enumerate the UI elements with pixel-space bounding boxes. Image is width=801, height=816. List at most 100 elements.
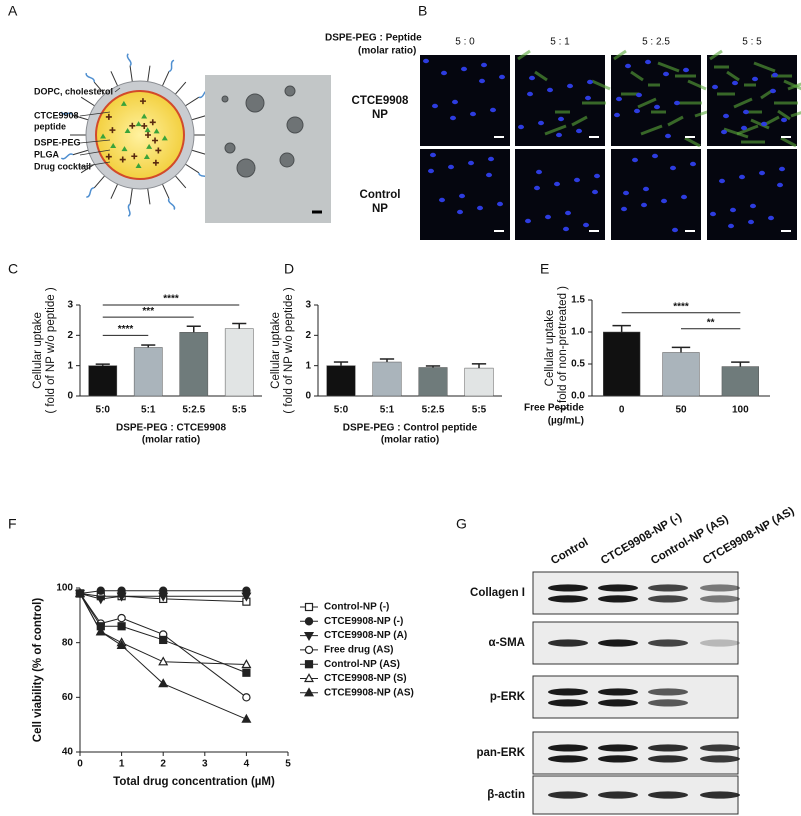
nucleus [565,210,571,216]
cell-stain [780,136,797,148]
nucleus [450,115,456,121]
error-bar [186,325,201,333]
cell-stain [753,61,776,73]
cell-stain [544,124,567,136]
leader-line [79,139,111,144]
drug-triangle [124,128,131,134]
blot-band [548,699,588,707]
diagram-label: Drug cocktail [34,161,91,171]
y-axis-label: Cellular uptake [544,310,556,387]
nucleus [632,157,638,163]
marker [117,622,126,631]
blot-band [700,744,740,752]
nucleus [486,172,492,178]
drug-cross [109,127,116,134]
x-tick-label: 1 [119,759,125,770]
panel-label: F [8,516,17,532]
bar [326,365,356,397]
marker [241,659,252,669]
nucleus [681,194,687,200]
nucleus [499,74,505,80]
blot-band [648,595,688,603]
nucleus [645,59,651,65]
nucleus [545,214,551,220]
legend-marker [303,632,315,642]
legend-marker [304,645,314,655]
marker [96,586,106,595]
nucleus [625,63,631,69]
nucleus [592,189,598,195]
blot-band [700,639,740,647]
nucleus [674,100,680,106]
y-axis-label: Cellular uptake [270,312,282,389]
peptide [167,198,176,210]
marker [242,693,251,702]
nucleus [641,202,647,208]
ratio-label: (molar ratio) [358,46,416,57]
peg-chain [80,96,97,108]
x-axis-label: DSPE-PEG : Control peptide [343,423,478,434]
blot-row-label: pan-ERK [476,747,525,759]
nucleus [770,88,776,94]
cell-stain [637,97,657,109]
blot-band [648,699,688,707]
nucleus [529,75,535,81]
panel-label: B [418,3,427,19]
peg-chain [189,149,208,156]
peg-chain [72,114,91,121]
blot-band [648,755,688,763]
marker [95,626,106,636]
drug-triangle [153,128,160,134]
column-header: 5 : 2.5 [642,37,670,48]
nucleus [710,211,716,217]
nucleus [536,169,542,175]
drug-triangle [146,143,153,149]
y-axis-label: ( fold of NP w/o peptide ) [45,287,57,414]
nucleus [781,117,787,123]
y-tick-label: 0 [305,391,311,402]
nucleus [583,222,589,228]
error-bar [612,324,631,332]
significance-label: *** [142,306,154,317]
nucleus [732,80,738,86]
blot-row-label: p-ERK [490,691,526,703]
y-tick-label: 40 [62,747,74,758]
nucleus [479,78,485,84]
category-title: Free Peptide [524,403,584,414]
drug-triangle [121,146,128,152]
legend-label: CTCE9908-NP (-) [324,616,403,627]
nucleus [663,71,669,77]
legend-label: Free drug (AS) [324,645,393,656]
nucleus [643,186,649,192]
blot-band [548,755,588,763]
blot-band [598,744,638,752]
cell-stain [733,97,753,109]
nucleus [430,152,436,158]
blot-band [598,639,638,647]
legend-label: Control-NP (-) [324,602,389,613]
y-tick-label: 1.0 [571,327,585,338]
nucleus [665,133,671,139]
peptide [60,153,74,160]
column-header: 5 : 0 [455,37,475,48]
micrograph [420,149,510,240]
legend-label: CTCE9908-NP (A) [324,630,407,641]
marker [95,595,106,605]
y-axis-label: Cell viability (% of control) [32,598,44,743]
y-axis-label: ( fold of NP w/o peptide ) [283,287,295,414]
marker [242,668,251,677]
nucleus [563,226,569,232]
cell-stain [517,49,531,61]
nucleus [614,112,620,118]
leader-line [79,149,111,156]
peg-chain [93,173,107,189]
micrograph [515,149,605,240]
nucleus [448,164,454,170]
peptide [168,59,175,73]
nucleus [576,128,582,134]
category-title: (µg/mL) [548,416,584,427]
x-tick-label: 100 [732,405,749,416]
marker [158,678,169,688]
peptide [127,203,131,217]
